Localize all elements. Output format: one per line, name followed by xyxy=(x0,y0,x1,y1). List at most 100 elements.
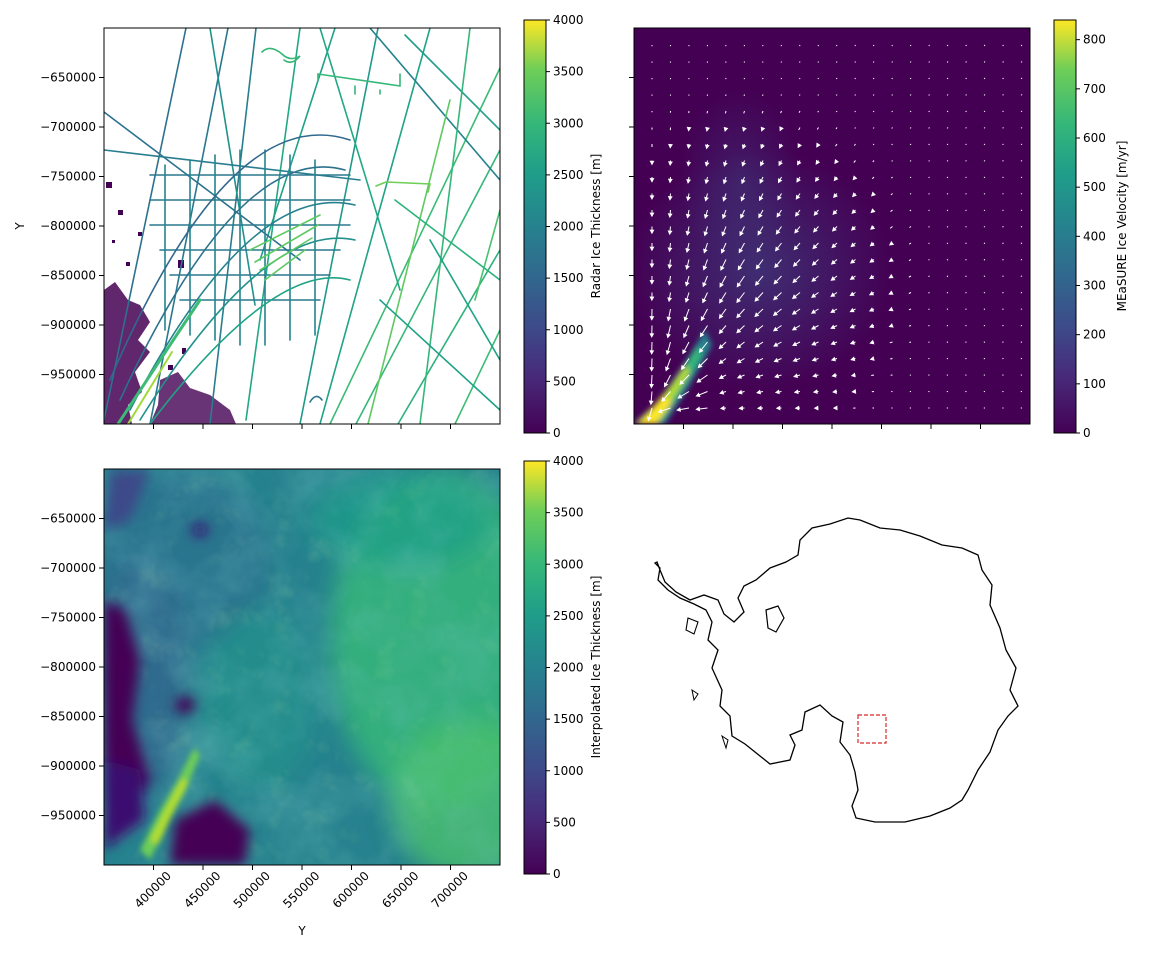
velocity-arrow xyxy=(946,209,949,212)
velocity-arrow xyxy=(909,143,912,146)
y-tick-label: −950000 xyxy=(40,368,96,382)
tiny-island xyxy=(691,688,699,702)
velocity-arrow xyxy=(946,193,949,195)
velocity-arrow xyxy=(891,61,893,63)
x-tick-label: 500000 xyxy=(231,869,273,911)
colorbar-tick-label: 3000 xyxy=(553,557,584,571)
x-tick-label: 600000 xyxy=(330,869,372,911)
velocity-arrow-head xyxy=(736,328,742,334)
velocity-arrow-head xyxy=(775,405,781,411)
velocity-arrow xyxy=(891,110,893,113)
velocity-arrow-head xyxy=(684,281,690,287)
velocity-arrow xyxy=(983,209,986,212)
velocity-arrow-head xyxy=(677,394,683,399)
velocity-arrow-head xyxy=(722,196,727,202)
y-tick-label: −750000 xyxy=(40,611,96,625)
velocity-arrow-head xyxy=(888,306,894,312)
velocity-arrow xyxy=(965,160,967,162)
velocity-arrow-head xyxy=(702,298,707,304)
colorbar-tick-label: 300 xyxy=(1083,279,1106,293)
colorbar-tick-label: 800 xyxy=(1083,33,1106,47)
velocity-arrow-head xyxy=(719,405,725,411)
velocity-arrow-head xyxy=(816,142,821,148)
velocity-arrow-head xyxy=(832,209,838,215)
velocity-arrow-head xyxy=(649,178,655,183)
velocity-arrow-head xyxy=(695,392,701,397)
velocity-arrow-head xyxy=(778,160,783,167)
velocity-arrow-head xyxy=(758,213,763,219)
colorbar-tick-label: 600 xyxy=(1083,131,1106,145)
velocity-arrow xyxy=(983,94,986,96)
velocity-tributary-glow xyxy=(680,90,800,270)
colorbar-tick-label: 400 xyxy=(1083,229,1106,243)
velocity-arrow xyxy=(872,110,875,113)
velocity-arrow xyxy=(743,110,745,114)
y-tick-label: −650000 xyxy=(40,71,96,85)
velocity-arrow-head xyxy=(667,297,673,303)
velocity-arrow xyxy=(928,275,930,277)
velocity-arrow xyxy=(928,143,930,146)
y-tick-label: −800000 xyxy=(40,660,96,674)
interp-colorbar-gradient xyxy=(523,460,547,875)
velocity-arrow xyxy=(983,242,986,244)
velocity-arrow xyxy=(1002,226,1004,228)
velocity-arrow-head xyxy=(649,296,655,302)
velocity-arrow-head xyxy=(718,374,724,379)
velocity-arrow xyxy=(1020,143,1023,146)
velocity-arrow-head xyxy=(830,308,836,313)
velocity-arrow xyxy=(1002,176,1004,179)
velocity-arrow xyxy=(946,110,949,113)
velocity-arrow-head xyxy=(850,242,856,248)
velocity-arrow xyxy=(928,226,930,228)
radar-thickness-panel: −650000 −700000 −750000 −800000 −850000 −9000… xyxy=(13,27,501,429)
velocity-arrow-head xyxy=(833,176,839,182)
velocity-arrow-head xyxy=(736,374,743,379)
velocity-arrow xyxy=(965,61,967,63)
velocity-arrow xyxy=(1020,77,1023,80)
velocity-arrow xyxy=(891,44,893,47)
velocity-arrow-head xyxy=(737,389,743,395)
velocity-arrow xyxy=(1020,176,1023,179)
y-tick-label: −900000 xyxy=(40,759,96,773)
velocity-arrow xyxy=(817,94,819,96)
velocity-arrow-head xyxy=(849,324,855,329)
velocity-arrow-head xyxy=(661,397,667,403)
velocity-arrow xyxy=(928,94,930,96)
velocity-arrow-head xyxy=(869,323,875,329)
velocity-arrow xyxy=(946,77,949,80)
velocity-arrow-head xyxy=(649,280,655,285)
velocity-arrow-head xyxy=(686,126,692,132)
velocity-arrow-head xyxy=(851,389,857,394)
velocity-arrow-head xyxy=(755,373,761,379)
velocity-arrow-head xyxy=(648,400,654,406)
interp-colorbar-ticks: 0 500 1000 1500 2000 2500 3000 3500 4000 xyxy=(546,454,584,881)
velocity-fast-flow xyxy=(634,330,712,424)
velocity-arrow-head xyxy=(702,282,707,288)
velocity-arrow-head xyxy=(772,326,779,332)
velocity-arrow-head xyxy=(683,333,688,339)
velocity-arrow-head xyxy=(667,264,673,270)
velocity-arrow xyxy=(1002,110,1004,113)
velocity-arrow xyxy=(1020,242,1023,244)
velocity-arrow-head xyxy=(815,159,821,165)
velocity-arrow xyxy=(1002,94,1004,96)
velocity-arrow xyxy=(928,127,930,129)
velocity-arrow xyxy=(1020,209,1023,212)
velocity-arrow-head xyxy=(703,231,709,237)
velocity-arrow xyxy=(835,127,838,130)
velocity-arrow-head xyxy=(704,196,709,202)
velocity-arrow xyxy=(928,110,930,113)
velocity-arrow-head xyxy=(851,209,857,215)
velocity-arrow-head xyxy=(773,342,779,347)
colorbar-tick-label: 700 xyxy=(1083,82,1106,96)
velocity-arrow-head xyxy=(754,342,760,348)
interp-x-axis-label: Y xyxy=(297,924,306,938)
velocity-arrow xyxy=(872,143,875,146)
velocity-arrow-head xyxy=(792,357,798,362)
velocity-arrow-head xyxy=(742,126,747,132)
velocity-arrow-head xyxy=(773,357,779,363)
ice-shelf-island xyxy=(765,605,785,633)
velocity-arrow xyxy=(1020,127,1023,129)
velocity-arrow-head xyxy=(695,406,701,412)
velocity-arrow xyxy=(798,110,801,113)
